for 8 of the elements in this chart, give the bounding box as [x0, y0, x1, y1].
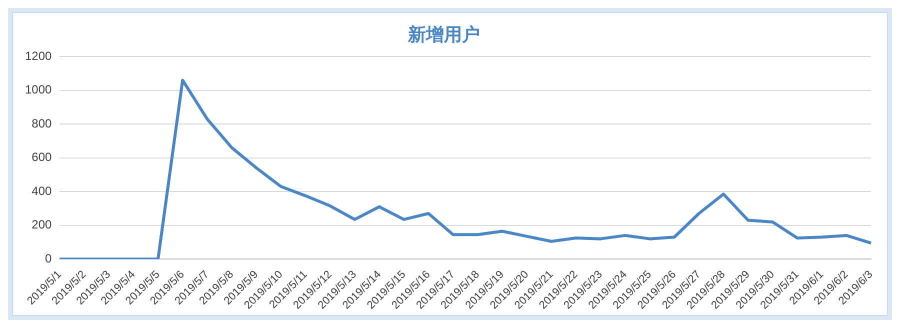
y-tick-label: 600 [32, 150, 52, 164]
y-tick-label: 800 [32, 116, 52, 130]
y-tick-label: 0 [45, 251, 52, 266]
y-tick-label: 200 [32, 218, 52, 232]
y-tick-label: 1200 [24, 48, 52, 63]
y-tick-label: 400 [32, 184, 52, 198]
chart-title: 新增用户 [407, 24, 480, 46]
y-tick-label: 1000 [24, 82, 52, 97]
